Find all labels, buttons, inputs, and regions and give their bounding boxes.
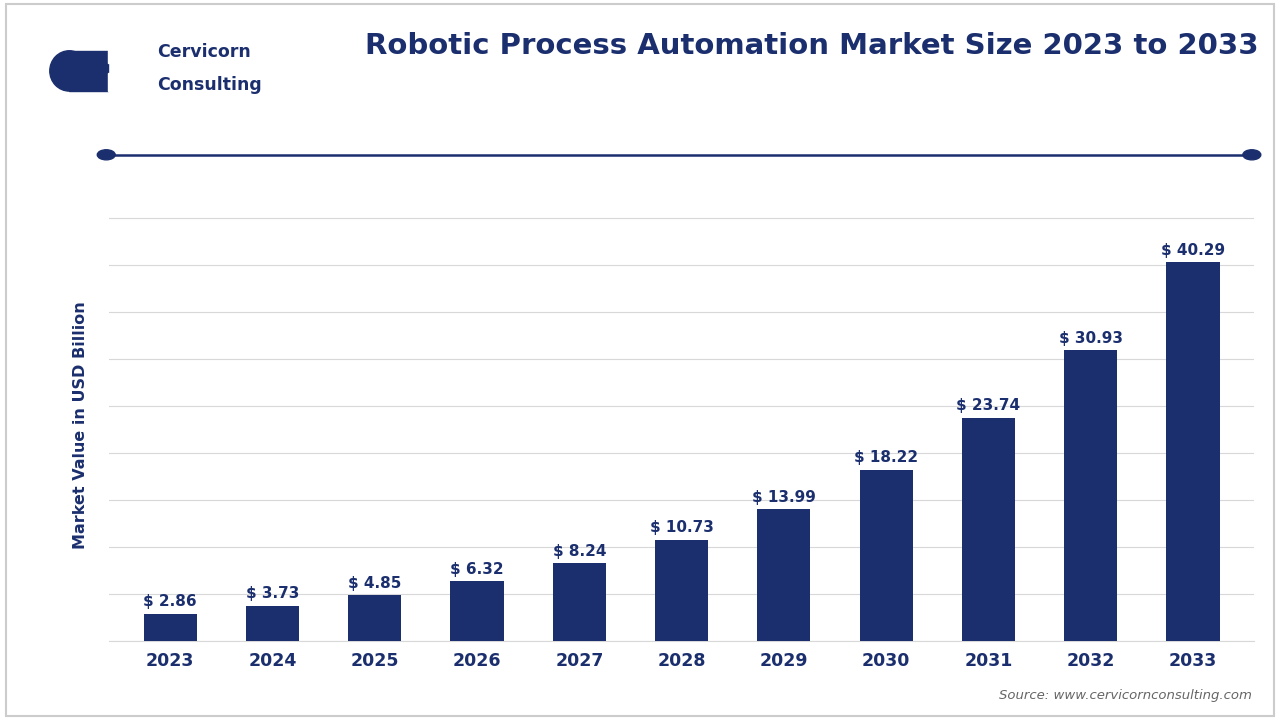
- Bar: [758, 510, 810, 641]
- Bar: [655, 540, 708, 641]
- Bar: [348, 595, 402, 641]
- Bar: [451, 582, 503, 641]
- Bar: [860, 469, 913, 641]
- Bar: [108, 73, 125, 91]
- Bar: [246, 606, 300, 641]
- Text: $ 2.86: $ 2.86: [143, 594, 197, 609]
- Text: Source: www.cervicornconsulting.com: Source: www.cervicornconsulting.com: [998, 689, 1252, 702]
- Text: $ 13.99: $ 13.99: [751, 490, 815, 505]
- Bar: [108, 45, 125, 63]
- Bar: [961, 418, 1015, 641]
- Bar: [143, 614, 197, 641]
- Bar: [1166, 262, 1220, 641]
- Text: $ 10.73: $ 10.73: [650, 521, 713, 536]
- Text: $ 6.32: $ 6.32: [451, 562, 504, 577]
- Text: $ 3.73: $ 3.73: [246, 586, 300, 601]
- Y-axis label: Market Value in USD Billion: Market Value in USD Billion: [73, 301, 88, 549]
- Circle shape: [33, 33, 106, 109]
- Text: $ 4.85: $ 4.85: [348, 575, 402, 590]
- Text: Cervicorn: Cervicorn: [157, 43, 251, 61]
- Text: $ 8.24: $ 8.24: [553, 544, 605, 559]
- Text: $ 40.29: $ 40.29: [1161, 243, 1225, 258]
- Bar: [553, 564, 605, 641]
- Text: $ 30.93: $ 30.93: [1059, 330, 1123, 346]
- Text: Robotic Process Automation Market Size 2023 to 2033: Robotic Process Automation Market Size 2…: [365, 32, 1258, 60]
- Circle shape: [50, 50, 88, 91]
- Text: $ 18.22: $ 18.22: [854, 450, 918, 465]
- Bar: [69, 50, 109, 91]
- Text: Consulting: Consulting: [157, 76, 262, 94]
- Bar: [1064, 351, 1117, 641]
- Text: $ 23.74: $ 23.74: [956, 398, 1020, 413]
